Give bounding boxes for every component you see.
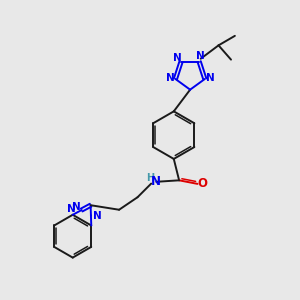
Text: N: N: [72, 202, 81, 212]
Text: O: O: [197, 177, 207, 190]
Text: N: N: [196, 51, 205, 62]
Text: N: N: [92, 211, 101, 221]
Text: N: N: [151, 175, 161, 188]
Text: N: N: [67, 204, 76, 214]
Text: N: N: [206, 74, 214, 83]
Text: N: N: [166, 74, 175, 83]
Text: H: H: [146, 172, 154, 183]
Text: N: N: [172, 52, 181, 62]
